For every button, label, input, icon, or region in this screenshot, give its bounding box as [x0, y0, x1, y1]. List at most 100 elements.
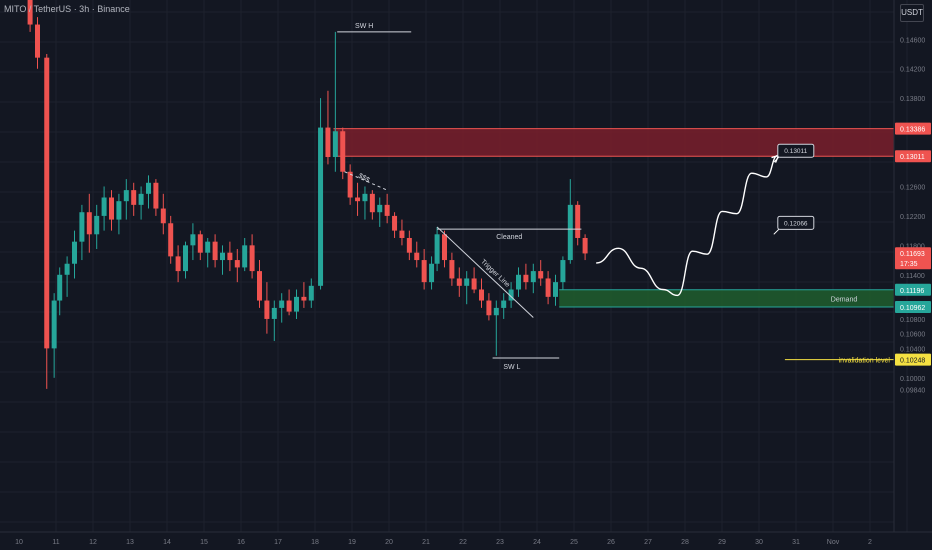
candle: [471, 278, 477, 290]
candle: [464, 278, 470, 286]
liquidity-line: [344, 171, 388, 191]
price-axis-tick: 0.12600: [900, 184, 925, 191]
price-label-countdown: 17:35: [900, 261, 918, 268]
candle: [332, 131, 338, 158]
candle: [72, 241, 77, 264]
candle: [153, 182, 159, 209]
swing-low-label: SW L: [503, 364, 520, 371]
candle: [384, 204, 390, 216]
candle: [325, 127, 331, 158]
target-box: [777, 143, 815, 158]
price-label-box: [895, 283, 931, 296]
time-axis-tick: 29: [718, 539, 726, 546]
time-axis-tick: 14: [163, 539, 171, 546]
candle: [516, 274, 521, 290]
price-axis-tick: 0.10000: [900, 376, 925, 383]
candle: [116, 201, 122, 220]
candle: [318, 127, 324, 286]
time-axis-tick: 26: [607, 539, 615, 546]
time-axis-tick: 27: [644, 539, 652, 546]
candle: [183, 245, 188, 272]
candle: [27, 0, 33, 25]
candle: [131, 190, 137, 205]
candle: [308, 285, 314, 301]
candle: [44, 57, 50, 349]
price-axis-tick: 0.09840: [900, 388, 925, 395]
candle: [501, 300, 507, 308]
candle: [567, 204, 573, 261]
price-label: 0.10248: [900, 358, 925, 365]
candle: [109, 197, 114, 220]
candle: [449, 260, 455, 279]
price-axis-tick: 0.14600: [900, 37, 925, 44]
time-axis-tick: 11: [52, 539, 59, 546]
price-label: 0.11693: [900, 251, 925, 258]
time-axis-tick: 23: [496, 539, 504, 546]
candle: [493, 307, 499, 316]
candle: [220, 252, 225, 261]
candle: [279, 300, 285, 308]
candle: [486, 300, 492, 316]
candle: [264, 300, 270, 319]
chart-title: MITO / TetherUS · 3h · Binance: [4, 4, 130, 14]
candle: [582, 237, 588, 254]
price-label-box: [895, 150, 931, 163]
candle: [57, 274, 63, 301]
price-axis-tick: 0.14200: [900, 67, 925, 74]
price-axis-tick: 0.10400: [900, 346, 925, 353]
candle: [340, 131, 346, 172]
price-label-box: [895, 122, 931, 135]
candle: [560, 260, 566, 283]
candle: [553, 282, 558, 297]
candle: [205, 241, 211, 253]
candle: [227, 252, 233, 261]
currency-label[interactable]: USDT: [900, 4, 924, 22]
candle: [421, 260, 427, 283]
price-label: 0.13386: [900, 127, 925, 134]
candle: [456, 278, 462, 286]
candle: [355, 197, 361, 202]
time-axis-tick: Nov: [827, 539, 840, 546]
time-axis-tick: 13: [126, 539, 134, 546]
candle: [545, 278, 551, 297]
candle: [138, 193, 144, 205]
time-axis-tick: 15: [200, 539, 208, 546]
candle: [530, 271, 536, 283]
candle: [414, 252, 420, 261]
candle: [249, 245, 255, 272]
candle: [369, 193, 375, 213]
candle: [168, 223, 174, 257]
demand-zone-label: Demand: [831, 296, 858, 303]
price-label-box: [895, 247, 931, 270]
candle: [575, 204, 581, 238]
target-label: 0.12066: [784, 220, 808, 227]
time-axis-tick: 25: [570, 539, 578, 546]
candle: [160, 208, 166, 224]
price-label: 0.11196: [900, 288, 924, 295]
price-axis-tick: 0.12200: [900, 214, 925, 221]
candle: [257, 271, 262, 301]
candle: [392, 215, 398, 231]
candle: [35, 24, 40, 58]
time-axis-tick: 10: [15, 539, 23, 546]
time-axis-tick: 20: [385, 539, 393, 546]
cleaned-label: Cleaned: [496, 234, 522, 241]
price-axis-tick: 0.10800: [900, 317, 925, 324]
candle: [234, 260, 240, 268]
candle: [86, 212, 92, 235]
candle: [175, 256, 181, 272]
time-axis-tick: 22: [459, 539, 467, 546]
projection-path: [596, 154, 778, 297]
time-axis-tick: 28: [681, 539, 689, 546]
candle: [64, 263, 70, 275]
invalidation-label: invalidation level: [839, 358, 891, 365]
liquidity-label: $$$: [357, 173, 371, 185]
candle: [271, 307, 277, 319]
candle: [190, 234, 196, 246]
price-axis-tick: 0.10600: [900, 332, 925, 339]
price-label-box: [895, 301, 931, 314]
candle: [479, 289, 484, 301]
price-label: 0.10962: [900, 305, 925, 312]
candle: [406, 237, 412, 253]
